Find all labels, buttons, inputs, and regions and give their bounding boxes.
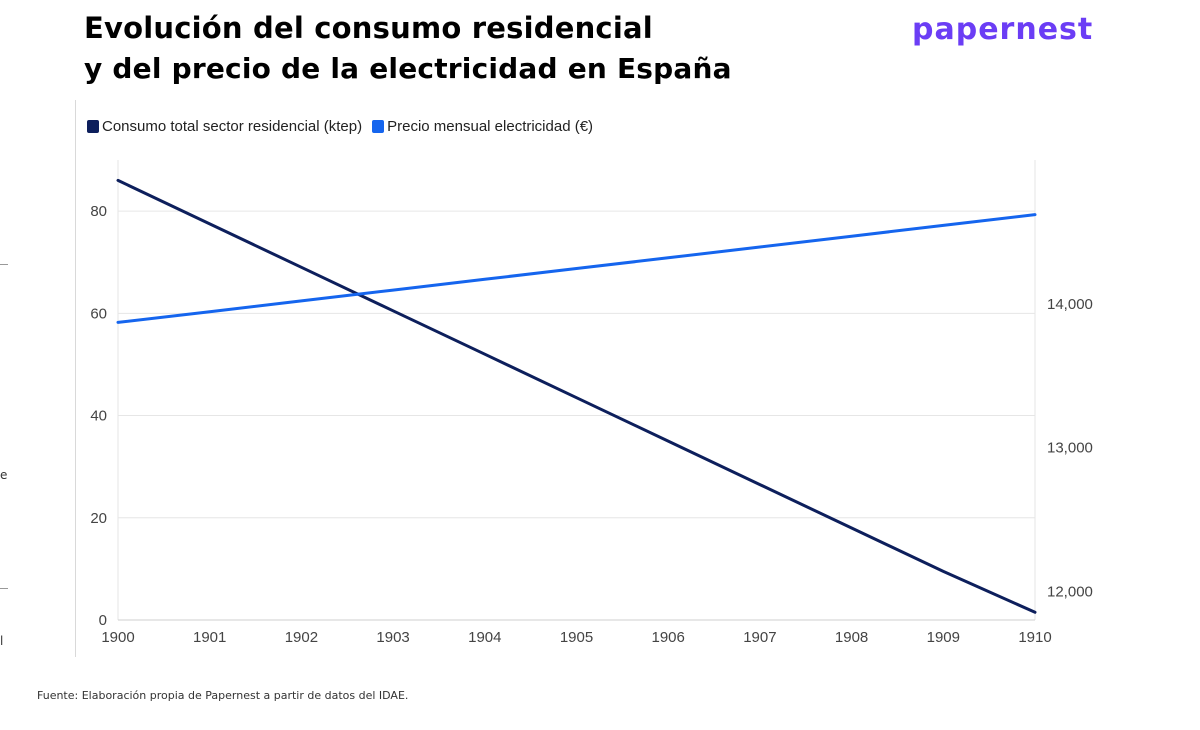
x-tick-label: 1907 bbox=[743, 629, 776, 646]
x-tick-label: 1908 bbox=[835, 629, 868, 646]
y-right-tick-label: 12,000 bbox=[1047, 583, 1093, 600]
series-line-precio bbox=[116, 213, 1037, 324]
legend-item-consumo: Consumo total sector residencial (ktep) bbox=[87, 118, 362, 135]
y-right-tick-label: 14,000 bbox=[1047, 296, 1093, 313]
edge-divider bbox=[0, 588, 8, 589]
x-tick-label: 1905 bbox=[560, 629, 593, 646]
chart-legend: Consumo total sector residencial (ktep) … bbox=[87, 118, 593, 135]
x-tick-label: 1906 bbox=[652, 629, 685, 646]
chart-title-line-2: y del precio de la electricidad en Españ… bbox=[84, 52, 732, 85]
legend-swatch-precio bbox=[372, 120, 385, 133]
y-left-tick-label: 60 bbox=[90, 305, 107, 322]
series-line-consumo bbox=[116, 178, 1037, 614]
x-tick-label: 1903 bbox=[376, 629, 409, 646]
y-left-tick-label: 40 bbox=[90, 408, 107, 425]
brand-logo: papernest bbox=[912, 12, 1094, 47]
legend-label-precio: Precio mensual electricidad (€) bbox=[387, 118, 594, 135]
x-tick-label: 1909 bbox=[927, 629, 960, 646]
source-note: Fuente: Elaboración propia de Papernest … bbox=[37, 689, 409, 702]
chart-title-line-1: Evolución del consumo residencial bbox=[84, 11, 653, 45]
y-right-tick-label: 13,000 bbox=[1047, 440, 1093, 457]
x-tick-label: 1904 bbox=[468, 629, 501, 646]
edge-text-fragment: e bbox=[0, 468, 8, 482]
y-left-tick-label: 20 bbox=[90, 510, 107, 527]
legend-item-precio: Precio mensual electricidad (€) bbox=[372, 118, 593, 135]
edge-text-fragment: l bbox=[0, 634, 4, 648]
x-tick-label: 1910 bbox=[1018, 629, 1051, 646]
legend-swatch-consumo bbox=[87, 120, 99, 133]
x-tick-label: 1900 bbox=[101, 629, 134, 646]
y-left-tick-label: 80 bbox=[90, 203, 107, 220]
x-tick-label: 1901 bbox=[193, 629, 226, 646]
chart-frame-line bbox=[75, 100, 76, 657]
x-tick-label: 1902 bbox=[285, 629, 318, 646]
legend-label-consumo: Consumo total sector residencial (ktep) bbox=[102, 118, 363, 135]
edge-divider bbox=[0, 264, 8, 265]
y-left-tick-label: 0 bbox=[99, 612, 107, 629]
